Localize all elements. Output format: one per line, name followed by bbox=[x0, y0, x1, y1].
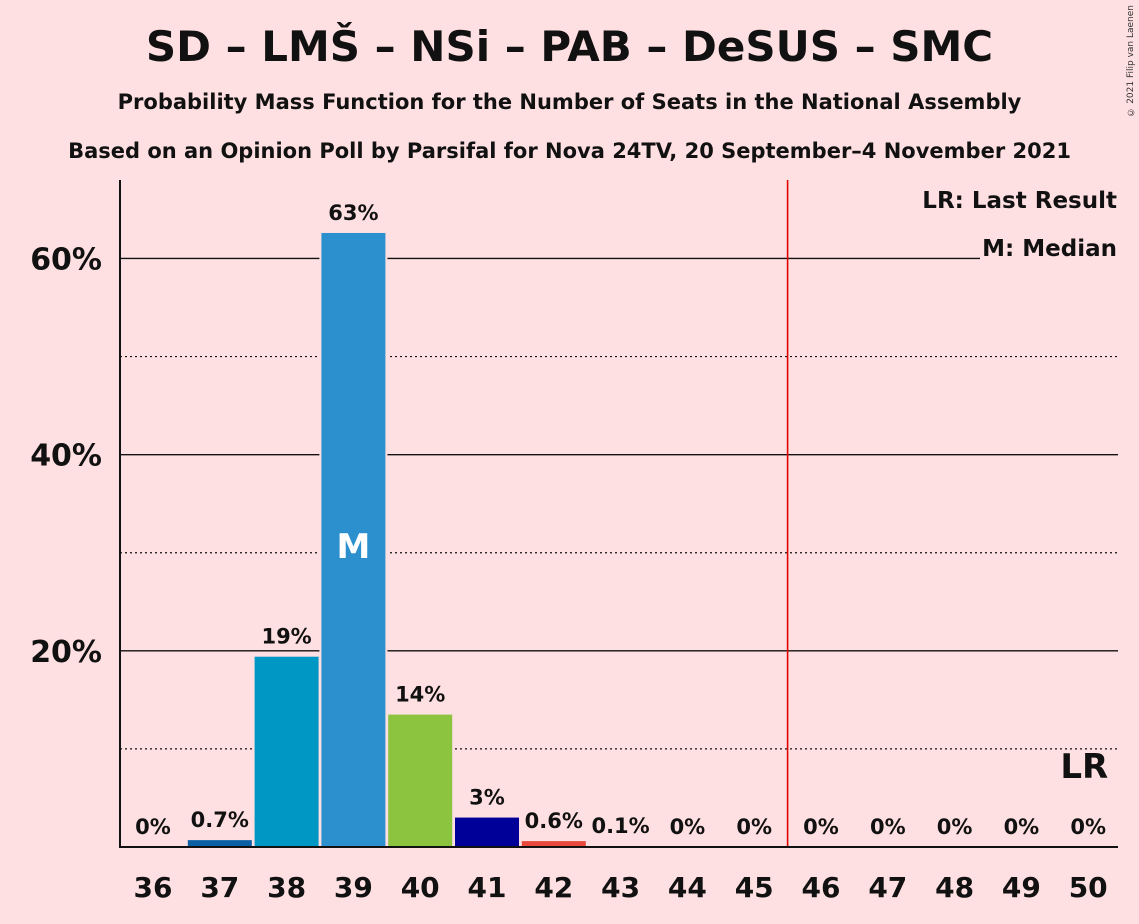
data-label-background bbox=[654, 813, 721, 840]
data-label-background bbox=[120, 813, 186, 840]
data-label-50: 0% bbox=[1070, 815, 1106, 839]
data-label-43: 0.1% bbox=[591, 814, 649, 838]
data-label-background bbox=[520, 807, 587, 835]
x-tick-label: 45 bbox=[735, 871, 774, 904]
data-label-background bbox=[186, 806, 253, 834]
data-label-47: 0% bbox=[870, 815, 906, 839]
bar-seat-40 bbox=[388, 714, 453, 847]
y-tick-label: 40% bbox=[30, 439, 102, 474]
x-tick-label: 40 bbox=[401, 871, 440, 904]
data-label-background bbox=[854, 813, 921, 840]
data-label-45: 0% bbox=[736, 815, 772, 839]
median-marker: M bbox=[336, 527, 370, 567]
x-tick-label: 38 bbox=[267, 871, 306, 904]
legend-median: M: Median bbox=[982, 236, 1117, 262]
x-tick-label: 44 bbox=[668, 871, 707, 904]
bar-gap bbox=[586, 844, 655, 847]
data-label-42: 0.6% bbox=[525, 809, 583, 833]
x-tick-label: 46 bbox=[802, 871, 841, 904]
data-label-44: 0% bbox=[670, 815, 706, 839]
x-tick-label: 50 bbox=[1069, 871, 1108, 904]
y-tick-label: 20% bbox=[30, 635, 102, 670]
x-tick-label: 36 bbox=[134, 871, 173, 904]
bar-seat-37 bbox=[187, 840, 252, 847]
data-label-background bbox=[454, 783, 520, 811]
data-label-background bbox=[1055, 813, 1122, 840]
data-label-background bbox=[320, 198, 387, 226]
chart-subtitle: Probability Mass Function for the Number… bbox=[117, 90, 1022, 114]
x-tick-label: 42 bbox=[534, 871, 573, 904]
data-label-background bbox=[387, 680, 454, 708]
data-label-background bbox=[988, 813, 1055, 840]
bar-seat-42 bbox=[521, 841, 586, 847]
legend-background bbox=[930, 184, 1120, 216]
legend-background bbox=[980, 233, 1120, 263]
data-label-41: 3% bbox=[469, 786, 505, 810]
legend-last-result: LR: Last Result bbox=[922, 188, 1117, 214]
data-label-background bbox=[721, 813, 788, 840]
last-result-marker: LR bbox=[1060, 747, 1108, 787]
data-label-38: 19% bbox=[261, 625, 311, 649]
data-label-background bbox=[587, 812, 654, 840]
bar-seat-41 bbox=[455, 817, 519, 847]
x-tick-label: 41 bbox=[468, 871, 507, 904]
x-tick-label: 48 bbox=[935, 871, 974, 904]
data-label-40: 14% bbox=[395, 683, 445, 707]
data-label-46: 0% bbox=[803, 815, 839, 839]
x-tick-label: 43 bbox=[601, 871, 640, 904]
data-label-background bbox=[921, 813, 988, 840]
y-tick-label: 60% bbox=[30, 242, 102, 277]
x-tick-label: 49 bbox=[1002, 871, 1041, 904]
chart-title: SD – LMŠ – NSi – PAB – DeSUS – SMC bbox=[145, 22, 994, 71]
data-label-background bbox=[788, 813, 854, 840]
x-tick-label: 47 bbox=[868, 871, 907, 904]
data-label-background bbox=[253, 622, 320, 650]
bar-seat-38 bbox=[254, 656, 319, 847]
data-label-48: 0% bbox=[937, 815, 973, 839]
data-label-37: 0.7% bbox=[191, 808, 249, 832]
data-label-36: 0% bbox=[135, 815, 171, 839]
data-label-49: 0% bbox=[1004, 815, 1040, 839]
x-tick-label: 37 bbox=[200, 871, 239, 904]
data-label-39: 63% bbox=[328, 201, 378, 225]
chart-subtitle-poll: Based on an Opinion Poll by Parsifal for… bbox=[68, 139, 1071, 163]
x-tick-label: 39 bbox=[334, 871, 373, 904]
bar-seat-39 bbox=[321, 232, 386, 847]
